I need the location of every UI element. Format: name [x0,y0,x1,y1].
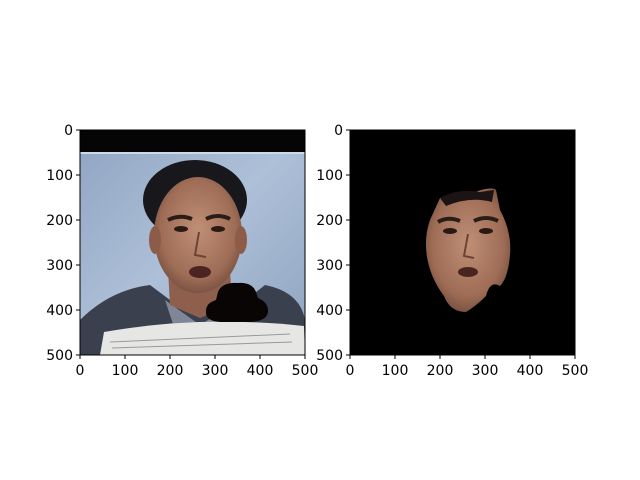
x-tick-label: 100 [382,363,409,379]
original-photo [80,130,305,355]
axes-frame [79,129,306,356]
y-tick-label: 300 [46,258,73,274]
y-tick-label: 200 [316,213,343,229]
y-tick-label: 100 [316,168,343,184]
y-tick-label: 300 [316,258,343,274]
y-tick-label: 400 [316,303,343,319]
x-tick-label: 100 [112,363,139,379]
y-tick-label: 500 [316,348,343,364]
x-tick-label: 0 [76,363,85,379]
x-tick-label: 300 [202,363,229,379]
y-tick-label: 200 [46,213,73,229]
y-tick-label: 0 [64,123,73,139]
x-tick-label: 200 [157,363,184,379]
y-tick-label: 0 [334,123,343,139]
x-tick-label: 400 [517,363,544,379]
y-tick-label: 100 [46,168,73,184]
x-tick-label: 500 [562,363,589,379]
axes-frame [349,129,576,356]
x-tick-label: 500 [292,363,319,379]
x-tick-label: 0 [346,363,355,379]
x-tick-label: 400 [247,363,274,379]
x-tick-label: 200 [427,363,454,379]
y-tick-label: 400 [46,303,73,319]
x-tick-label: 300 [472,363,499,379]
segmented-face [350,130,575,355]
y-tick-label: 500 [46,348,73,364]
